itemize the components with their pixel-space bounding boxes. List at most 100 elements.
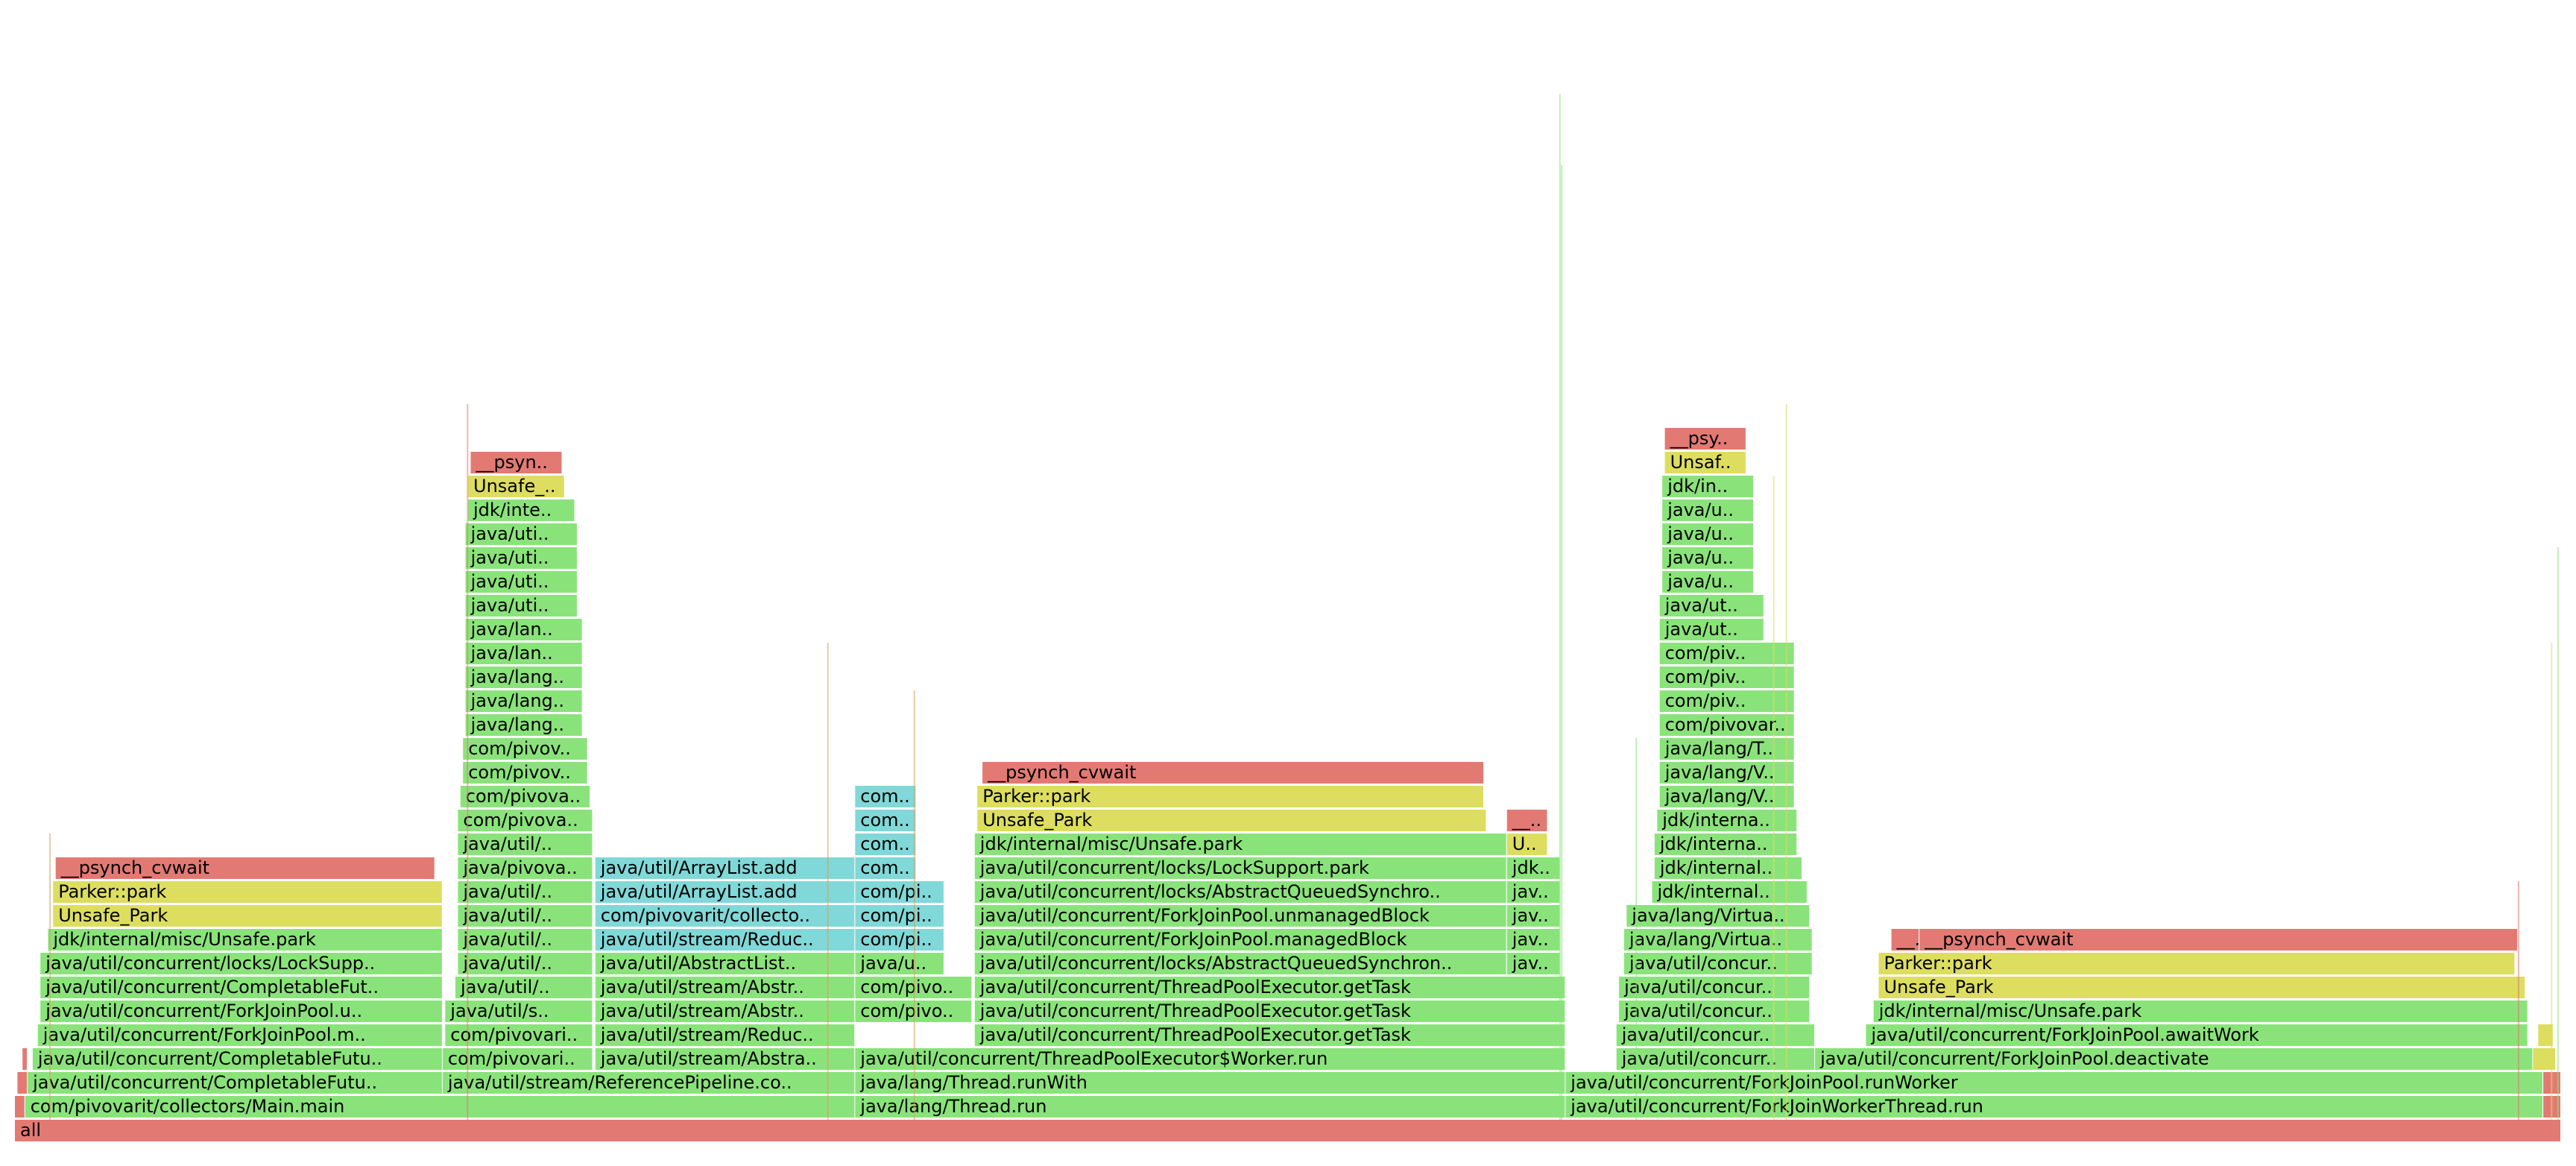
frame-bar[interactable] bbox=[40, 1000, 442, 1022]
frame-sliver[interactable] bbox=[827, 643, 829, 1120]
frame-sliver[interactable] bbox=[1785, 404, 1787, 1120]
frame-bar[interactable] bbox=[445, 1000, 593, 1022]
frame[interactable]: java/util/concurrent/ForkJoinPool.awaitW… bbox=[1866, 1024, 2528, 1046]
frame-bar[interactable] bbox=[855, 1048, 1565, 1070]
frame-bar[interactable] bbox=[1815, 1048, 2533, 1070]
frame[interactable]: java/uti.. bbox=[465, 523, 577, 545]
frame-bar[interactable] bbox=[974, 929, 1506, 951]
frame[interactable]: java/lang.. bbox=[465, 666, 582, 688]
frame[interactable]: java/util/concurrent/ForkJoinPool.runWor… bbox=[1565, 1072, 2542, 1094]
frame-bar[interactable] bbox=[1919, 929, 2517, 951]
frame[interactable]: java/util/concurrent/ForkJoinPool.m.. bbox=[37, 1024, 442, 1046]
frame-bar[interactable] bbox=[53, 905, 442, 927]
frame[interactable]: java/u.. bbox=[855, 953, 944, 974]
frame[interactable]: jdk/internal/misc/Unsafe.park bbox=[974, 833, 1506, 855]
frame[interactable]: java/util/stream/Reduc.. bbox=[595, 929, 855, 951]
frame-bar[interactable] bbox=[15, 1120, 2560, 1141]
frame-bar[interactable] bbox=[855, 1096, 1565, 1118]
frame-bar[interactable] bbox=[1506, 905, 1560, 927]
frame-bar[interactable] bbox=[1626, 905, 1810, 927]
frame[interactable]: com/pi.. bbox=[855, 881, 944, 903]
frame[interactable]: java/u.. bbox=[1662, 571, 1754, 593]
frame-bar[interactable] bbox=[1652, 881, 1807, 903]
frame[interactable]: java/util/.. bbox=[458, 953, 593, 974]
frame-bar[interactable] bbox=[1659, 595, 1764, 617]
frame-bar[interactable] bbox=[445, 1024, 593, 1046]
frame[interactable]: com/pivovarit/collectors/Main.main bbox=[25, 1096, 855, 1118]
frame-bar[interactable] bbox=[974, 953, 1506, 974]
frame[interactable]: com/pivova.. bbox=[460, 786, 590, 807]
frame[interactable]: jdk/interna.. bbox=[1654, 833, 1797, 855]
frame[interactable]: __psynch_cvwait bbox=[982, 762, 1484, 784]
frame-bar[interactable] bbox=[595, 1048, 855, 1070]
frame[interactable]: java/util/concurrent/locks/LockSupport.p… bbox=[974, 857, 1506, 879]
frame[interactable] bbox=[15, 1096, 25, 1118]
frame-bar[interactable] bbox=[465, 571, 577, 593]
frame-bar[interactable] bbox=[465, 523, 577, 545]
frame[interactable]: java/util/.. bbox=[458, 833, 593, 855]
frame[interactable]: com/pivova.. bbox=[458, 810, 593, 831]
frame-bar[interactable] bbox=[595, 1024, 855, 1046]
frame[interactable]: java/util/concur.. bbox=[1616, 1024, 1815, 1046]
frame-bar[interactable] bbox=[458, 929, 593, 951]
frame[interactable]: jdk/internal/misc/Unsafe.park bbox=[1873, 1000, 2528, 1022]
frame-bar[interactable] bbox=[1866, 1024, 2528, 1046]
frame[interactable]: jdk/in.. bbox=[1662, 476, 1754, 497]
frame[interactable]: java/util/concurrent/ForkJoinPool.manage… bbox=[974, 929, 1506, 951]
frame[interactable]: java/lang/Thread.runWith bbox=[855, 1072, 1565, 1094]
frame-bar[interactable] bbox=[460, 786, 590, 807]
frame[interactable] bbox=[2538, 1024, 2553, 1046]
frame[interactable]: java/ut.. bbox=[1659, 595, 1764, 617]
frame-bar[interactable] bbox=[458, 833, 593, 855]
frame-bar[interactable] bbox=[470, 452, 562, 473]
frame-bar[interactable] bbox=[1619, 1000, 1810, 1022]
frame-sliver[interactable] bbox=[913, 690, 915, 1120]
frame-sliver[interactable] bbox=[467, 404, 469, 1120]
frame[interactable] bbox=[17, 1072, 28, 1094]
frame[interactable]: java/util/concur.. bbox=[1619, 977, 1810, 998]
frame-bar[interactable] bbox=[465, 714, 582, 736]
frame-bar[interactable] bbox=[1659, 619, 1764, 640]
frame-bar[interactable] bbox=[855, 810, 916, 831]
frame[interactable]: Parker::park bbox=[977, 786, 1483, 807]
frame[interactable]: java/lang/V.. bbox=[1659, 762, 1794, 784]
frame-bar[interactable] bbox=[974, 1000, 1565, 1022]
frame-bar[interactable] bbox=[463, 762, 587, 784]
frame[interactable]: java/util/concurrent/ForkJoinPool.unmana… bbox=[974, 905, 1506, 927]
frame[interactable]: jdk.. bbox=[1506, 857, 1560, 879]
frame[interactable]: jdk/interna.. bbox=[1657, 810, 1797, 831]
frame[interactable]: com/pi.. bbox=[855, 905, 944, 927]
frame-bar[interactable] bbox=[40, 977, 442, 998]
frame-bar[interactable] bbox=[1878, 953, 2515, 974]
frame-bar[interactable] bbox=[1623, 953, 1812, 974]
frame-sliver[interactable] bbox=[49, 833, 51, 1120]
frame-bar[interactable] bbox=[32, 1048, 442, 1070]
frame[interactable]: com.. bbox=[855, 786, 916, 807]
frame[interactable]: java/util/concurrent/ThreadPoolExecutor$… bbox=[855, 1048, 1565, 1070]
frame[interactable]: jdk/internal.. bbox=[1652, 881, 1807, 903]
frame-bar[interactable] bbox=[1659, 690, 1794, 712]
frame-bar[interactable] bbox=[855, 833, 916, 855]
frame[interactable]: java/util/concurrent/ForkJoinPool.deacti… bbox=[1815, 1048, 2533, 1070]
frame[interactable]: java/lang/T.. bbox=[1659, 738, 1794, 760]
frame-sliver[interactable] bbox=[1772, 476, 1775, 1120]
frame[interactable]: jav.. bbox=[1506, 929, 1560, 951]
frame-bar[interactable] bbox=[855, 786, 916, 807]
frame-bar[interactable] bbox=[974, 881, 1506, 903]
frame[interactable]: java/util/concurrent/ThreadPoolExecutor.… bbox=[974, 1024, 1565, 1046]
frame-bar[interactable] bbox=[1659, 714, 1794, 736]
frame[interactable]: java/util/concurrent/CompletableFutu.. bbox=[28, 1072, 442, 1094]
frame[interactable]: com/pivov.. bbox=[463, 738, 587, 760]
frame-bar[interactable] bbox=[442, 1072, 855, 1094]
frame[interactable]: java/pivova.. bbox=[458, 857, 593, 879]
frame[interactable]: __psynch_cvwait bbox=[55, 857, 435, 879]
frame-bar[interactable] bbox=[595, 881, 855, 903]
frame[interactable]: Parker::park bbox=[1878, 953, 2515, 974]
frame-bar[interactable] bbox=[458, 857, 593, 879]
frame[interactable]: Unsafe_Park bbox=[1878, 977, 2525, 998]
frame-bar[interactable] bbox=[1873, 1000, 2528, 1022]
frame-bar[interactable] bbox=[17, 1072, 28, 1094]
frame[interactable]: com/piv.. bbox=[1659, 643, 1794, 664]
frame[interactable]: com/pivo.. bbox=[855, 1000, 972, 1022]
frame-bar[interactable] bbox=[1506, 881, 1560, 903]
